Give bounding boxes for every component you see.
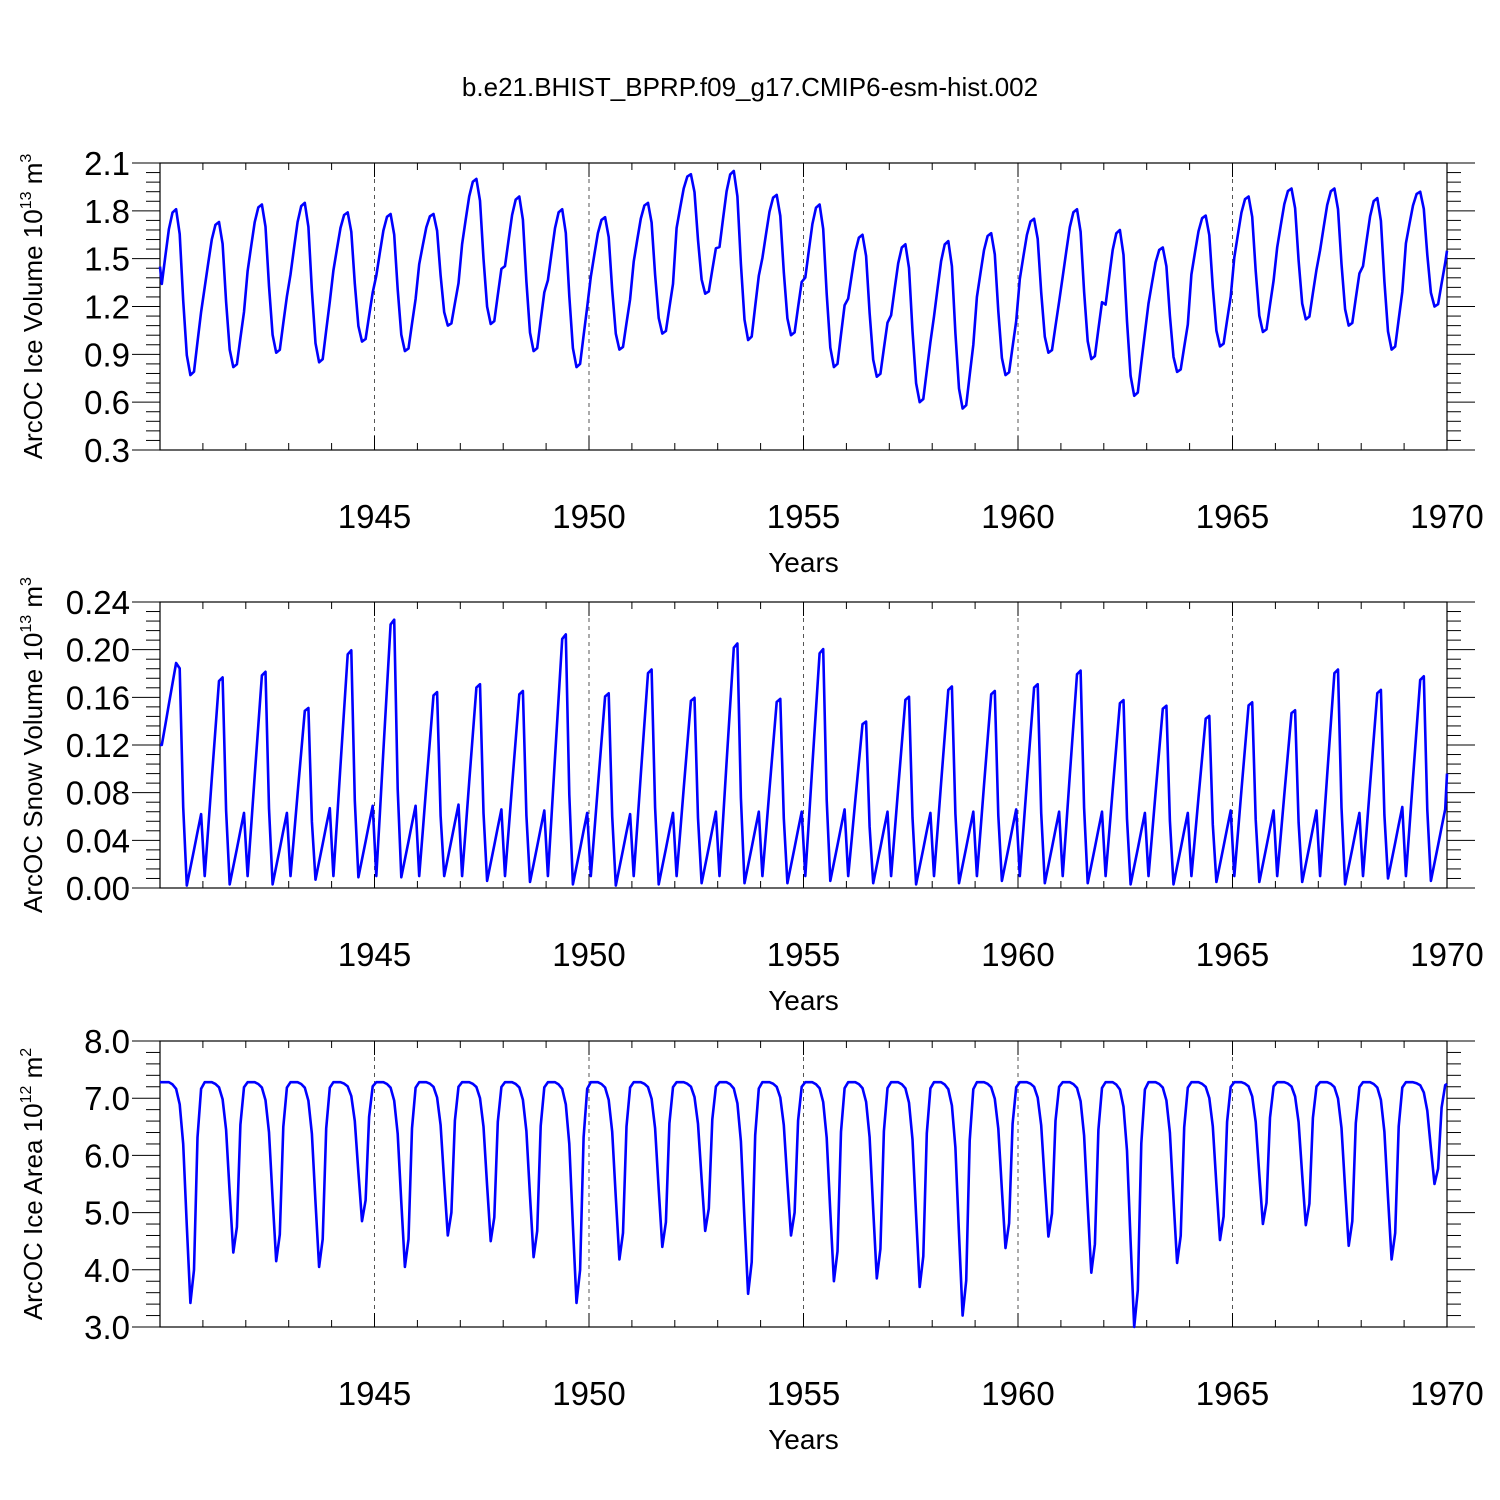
x-tick-label-1950: 1950: [552, 936, 625, 973]
y-tick-label: 4.0: [84, 1252, 130, 1289]
x-axis-label: Years: [768, 547, 839, 578]
y-axis-label: ArcOC Ice Area 1012 m2: [18, 1048, 48, 1320]
series-line-1: [160, 618, 1449, 887]
x-tick-label-1960: 1960: [981, 1375, 1054, 1412]
y-tick-label: 0.00: [66, 870, 130, 907]
x-tick-label-1970: 1970: [1410, 936, 1483, 973]
figure-title: b.e21.BHIST_BPRP.f09_g17.CMIP6-esm-hist.…: [462, 72, 1038, 102]
series-line-2: [160, 1080, 1448, 1329]
y-axis-label-exponent: 12: [18, 1086, 35, 1104]
x-tick-label-1960: 1960: [981, 498, 1054, 535]
y-tick-label: 0.20: [66, 632, 130, 669]
y-tick-label: 0.08: [66, 775, 130, 812]
y-tick-label: 5.0: [84, 1195, 130, 1232]
y-axis-label-main: ArcOC Snow Volume 10: [18, 633, 48, 913]
plot-frame: [159, 162, 1448, 451]
x-tick-label-1950: 1950: [552, 498, 625, 535]
y-tick-label: 8.0: [84, 1023, 130, 1060]
y-tick-label: 0.16: [66, 679, 130, 716]
panel-ice-volume: 0.3 0.6 0.9 1.2 1.5 1.8 2.1 1945 1950 1955 1960 196…: [18, 145, 1484, 578]
x-tick-label-1960: 1960: [981, 936, 1054, 973]
plot-frame: [159, 1040, 1448, 1328]
x-tick-label-1950: 1950: [552, 1375, 625, 1412]
y-tick-label: 0.04: [66, 822, 130, 859]
x-tick-label-1965: 1965: [1196, 498, 1269, 535]
x-tick-label-1965: 1965: [1196, 1375, 1269, 1412]
y-tick-label: 7.0: [84, 1080, 130, 1117]
y-axis-label: ArcOC Ice Volume 1013 m3: [18, 154, 48, 460]
y-axis-label: ArcOC Snow Volume 1013 m3: [18, 577, 48, 913]
y-tick-label: 1.5: [84, 241, 130, 278]
panel-snow-volume: 0.00 0.04 0.08 0.12 0.16 0.20 0.24 1945 1950 1955…: [18, 577, 1484, 1016]
y-axis-label-exponent: 13: [18, 615, 35, 633]
y-tick-label: 1.8: [84, 193, 130, 230]
x-axis-label: Years: [768, 985, 839, 1016]
y-tick-label: 1.2: [84, 289, 130, 326]
x-tick-label-1955: 1955: [767, 936, 840, 973]
x-tick-label-1945: 1945: [338, 498, 411, 535]
y-tick-label: 0.3: [84, 432, 130, 469]
y-axis-label-unit: m: [18, 163, 48, 192]
x-tick-label-1945: 1945: [338, 1375, 411, 1412]
y-tick-label: 0.12: [66, 727, 130, 764]
x-tick-label-1955: 1955: [767, 498, 840, 535]
y-axis-label-main: ArcOC Ice Area 10: [18, 1103, 48, 1320]
panel-ice-area: 3.0 4.0 5.0 6.0 7.0 8.0 1945 1950 1955 1960 1965 19…: [18, 1023, 1484, 1455]
x-tick-label-1970: 1970: [1410, 498, 1483, 535]
y-axis-label-unit: m: [18, 1057, 48, 1086]
y-tick-label: 0.24: [66, 584, 130, 621]
y-axis-label-unit: m: [18, 586, 48, 615]
y-axis-label-unit-exponent: 2: [18, 1048, 35, 1057]
y-axis-label-main: ArcOC Ice Volume 10: [18, 209, 48, 459]
y-tick-label: 0.9: [84, 336, 130, 373]
x-tick-label-1970: 1970: [1410, 1375, 1483, 1412]
y-axis-label-unit-exponent: 3: [18, 154, 35, 163]
y-tick-label: 3.0: [84, 1309, 130, 1346]
y-axis-label-unit-exponent: 3: [18, 577, 35, 586]
series-line-0: [158, 169, 1449, 410]
x-tick-label-1965: 1965: [1196, 936, 1269, 973]
x-axis-label: Years: [768, 1424, 839, 1455]
y-tick-label: 6.0: [84, 1137, 130, 1174]
y-axis-label-exponent: 13: [18, 191, 35, 209]
y-tick-label: 2.1: [84, 145, 130, 182]
y-tick-label: 0.6: [84, 384, 130, 421]
x-tick-label-1945: 1945: [338, 936, 411, 973]
x-tick-label-1955: 1955: [767, 1375, 840, 1412]
